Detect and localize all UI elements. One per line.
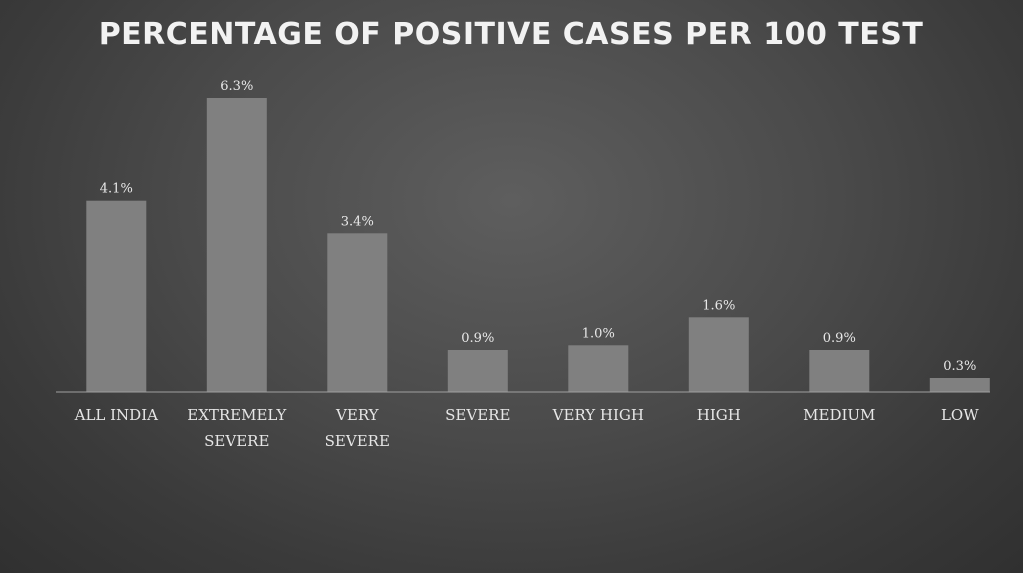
bar-5 [688,317,749,392]
category-label-6: MEDIUM [803,406,875,424]
category-label-2: VERY SEVERE [325,406,390,450]
category-label-4: VERY HIGH [552,406,644,424]
category-label-0: ALL INDIA [74,406,159,424]
bar-4 [568,345,629,392]
labels-group: 4.1% ALL INDIA 6.3% EXTREMELY SEVERE 3.4% VERY… [74,79,980,450]
bar-7 [929,378,990,392]
data-label-7: 0.3% [943,359,976,374]
category-label-3: SEVERE [445,406,510,424]
data-label-1: 6.3% [220,79,253,94]
category-label-7: LOW [941,406,979,424]
bars-group [86,98,990,392]
chart-title: PERCENTAGE OF POSITIVE CASES PER 100 TES… [99,17,924,52]
category-label-1: EXTREMELY SEVERE [187,406,287,450]
bar-0 [86,200,147,392]
data-label-0: 4.1% [100,182,133,197]
bar-2 [327,233,388,392]
data-label-6: 0.9% [823,331,856,346]
data-label-2: 3.4% [341,214,374,229]
bar-6 [809,350,870,392]
bar-1 [206,98,267,392]
bar-3 [447,350,508,392]
data-label-5: 1.6% [702,298,735,313]
data-label-3: 0.9% [461,331,494,346]
category-label-5: HIGH [697,406,741,424]
data-label-4: 1.0% [582,326,615,341]
